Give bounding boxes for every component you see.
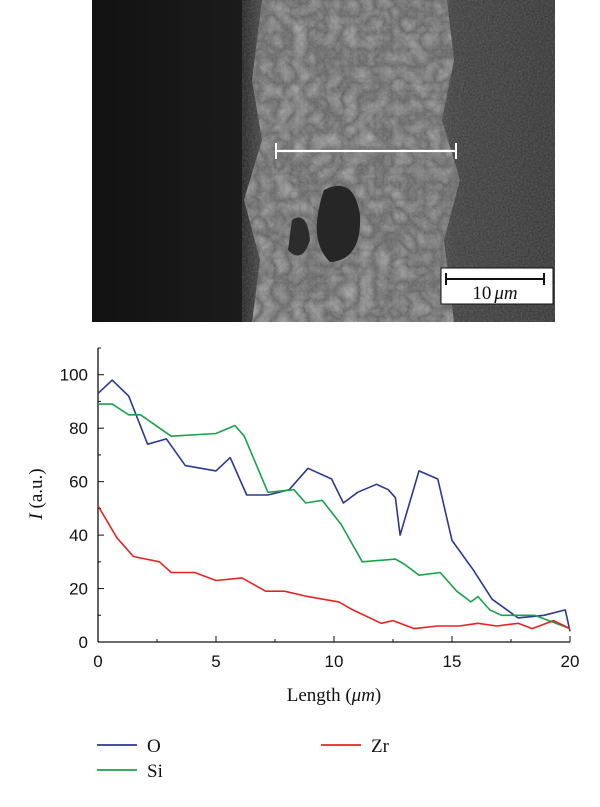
- legend-item-si: Si: [97, 761, 163, 782]
- legend-label: Si: [147, 761, 163, 782]
- scale-bar-label: 10 μm: [472, 283, 517, 304]
- sem-micrograph: 10 μm: [92, 0, 555, 322]
- x-tick-label: 0: [93, 652, 102, 671]
- series-zr-line: [97, 505, 571, 630]
- x-tick-label: 10: [325, 652, 344, 671]
- y-tick-label: 40: [69, 526, 88, 545]
- scale-bar-box: 10 μm: [440, 267, 554, 305]
- sem-dark-pore: [316, 185, 361, 262]
- sem-dark-pore-2: [288, 217, 310, 256]
- legend-label: O: [147, 736, 161, 757]
- series-o-line: [97, 379, 571, 632]
- y-tick-label: 60: [69, 473, 88, 492]
- legend-item-zr: Zr: [321, 736, 390, 757]
- chart-series: [97, 379, 571, 632]
- y-tick-label: 100: [60, 366, 88, 385]
- x-tick-label: 15: [443, 652, 462, 671]
- legend-label: Zr: [371, 736, 390, 757]
- chart-legend: O Si Zr: [97, 736, 390, 782]
- x-axis-title: Length (μm): [287, 685, 382, 706]
- y-tick-label: 20: [69, 580, 88, 599]
- chart-axes: 0 20 40 60 80 100 0 5 10 15 20: [60, 347, 580, 671]
- linescan-chart: 0 20 40 60 80 100 0 5 10 15 20 Length (μm) I (a.u.…: [26, 347, 580, 782]
- y-tick-label: 80: [69, 419, 88, 438]
- series-si-line: [98, 403, 571, 630]
- y-axis-title: I (a.u.): [26, 468, 47, 520]
- y-tick-label: 0: [79, 633, 88, 652]
- x-tick-label: 20: [561, 652, 580, 671]
- x-tick-label: 5: [211, 652, 220, 671]
- legend-item-o: O: [97, 736, 161, 757]
